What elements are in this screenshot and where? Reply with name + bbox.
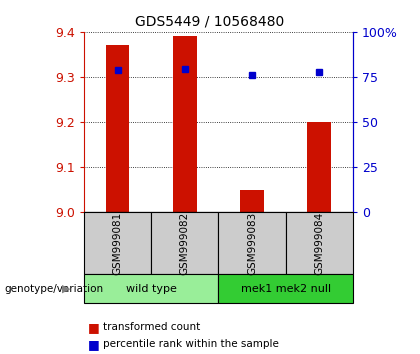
Text: wild type: wild type xyxy=(126,284,177,294)
Text: GSM999081: GSM999081 xyxy=(113,212,123,275)
Bar xyxy=(240,190,264,212)
Text: transformed count: transformed count xyxy=(103,322,200,332)
Text: ■: ■ xyxy=(88,321,100,334)
Text: genotype/variation: genotype/variation xyxy=(4,284,103,294)
Text: GSM999084: GSM999084 xyxy=(314,212,324,275)
Bar xyxy=(307,122,331,212)
Bar xyxy=(173,36,197,212)
Text: mek1 mek2 null: mek1 mek2 null xyxy=(241,284,331,294)
Text: GSM999082: GSM999082 xyxy=(180,212,190,275)
Text: percentile rank within the sample: percentile rank within the sample xyxy=(103,339,279,349)
Bar xyxy=(106,45,129,212)
Text: ▶: ▶ xyxy=(62,284,71,294)
Text: ■: ■ xyxy=(88,338,100,351)
Text: GDS5449 / 10568480: GDS5449 / 10568480 xyxy=(135,14,285,28)
Text: GSM999083: GSM999083 xyxy=(247,212,257,275)
